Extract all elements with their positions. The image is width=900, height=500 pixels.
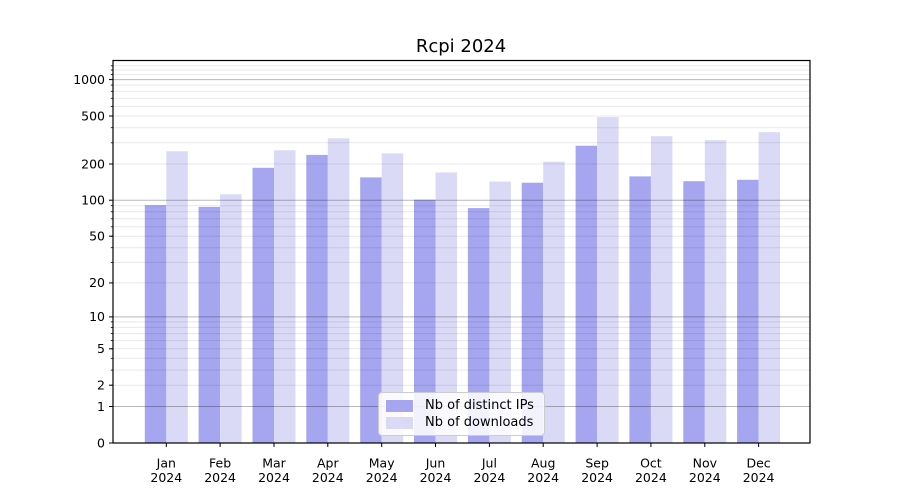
x-tick-label-month: Jun [425, 456, 446, 471]
y-tick-label: 20 [89, 275, 105, 290]
bar-distinct-ips-apr [306, 154, 328, 443]
bar-downloads-nov [704, 140, 727, 443]
x-tick-label-year: 2024 [366, 470, 398, 485]
bar-distinct-ips-mar [252, 167, 274, 444]
legend-item-distinct-ips: Nb of distinct IPs [386, 399, 536, 412]
x-tick-label-year: 2024 [258, 470, 290, 485]
x-tick-label-year: 2024 [689, 470, 721, 485]
x-tick-label-year: 2024 [204, 470, 236, 485]
x-tick-label-month: Jan [156, 456, 176, 471]
bar-downloads-dec [758, 132, 781, 443]
legend: Nb of distinct IPs Nb of downloads [378, 392, 545, 436]
y-tick-label: 1000 [73, 72, 105, 87]
x-tick-label-month: Oct [640, 456, 662, 471]
gridlines-group [113, 65, 810, 407]
x-tick-label-year: 2024 [150, 470, 182, 485]
legend-label: Nb of downloads [425, 415, 534, 430]
bar-downloads-sep [597, 117, 619, 443]
y-axis-ticks: 0 1 2 5 10 20 50 100 200 500 1000 [73, 65, 113, 450]
bar-downloads-apr [327, 138, 350, 444]
y-tick-label: 0 [97, 435, 105, 450]
x-tick-label-year: 2024 [473, 470, 505, 485]
y-tick-label: 50 [89, 229, 105, 244]
chart-title: Rcpi 2024 [416, 36, 506, 57]
x-tick-label-year: 2024 [420, 470, 452, 485]
x-tick-label-year: 2024 [635, 470, 667, 485]
bar-distinct-ips-nov [683, 181, 705, 443]
bar-downloads-aug [543, 161, 565, 443]
x-tick-label-month: Nov [693, 456, 718, 471]
bar-distinct-ips-may [360, 177, 382, 443]
bar-downloads-mar [274, 150, 296, 444]
x-tick-label-month: Mar [262, 456, 286, 471]
bar-distinct-ips-jul [467, 208, 490, 443]
y-tick-label: 10 [89, 309, 105, 324]
y-tick-label: 1 [97, 399, 105, 414]
y-tick-label: 5 [97, 341, 105, 356]
legend-label: Nb of distinct IPs [425, 398, 534, 413]
legend-swatch-downloads [386, 416, 413, 429]
y-tick-label: 200 [81, 156, 105, 171]
bar-downloads-jun [435, 172, 457, 443]
x-tick-label-month: Feb [209, 456, 231, 471]
x-tick-label-year: 2024 [743, 470, 775, 485]
y-tick-label: 2 [97, 378, 105, 393]
x-tick-label-year: 2024 [312, 470, 344, 485]
bar-downloads-jul [489, 181, 511, 443]
bar-distinct-ips-dec [737, 179, 759, 444]
y-tick-label: 100 [81, 193, 105, 208]
x-axis-ticks: Jan2024Feb2024Mar2024Apr2024May2024Jun20… [150, 443, 775, 485]
x-tick-label-month: Sep [585, 456, 609, 471]
legend-swatch-distinct-ips [386, 399, 413, 412]
x-tick-label-month: Jul [481, 456, 497, 471]
bar-downloads-jan [166, 151, 188, 444]
x-tick-label-month: Apr [317, 456, 339, 471]
bar-downloads-oct [650, 136, 673, 443]
bar-distinct-ips-jan [144, 205, 167, 443]
bars-group [144, 117, 781, 444]
bar-distinct-ips-sep [575, 145, 598, 443]
x-tick-label-month: May [369, 456, 395, 471]
bar-distinct-ips-aug [521, 182, 544, 443]
bar-downloads-feb [220, 194, 242, 443]
legend-item-downloads: Nb of downloads [386, 416, 536, 429]
plot-frame [112, 59, 811, 444]
bar-distinct-ips-jun [414, 199, 436, 443]
x-tick-label-month: Aug [531, 456, 555, 471]
x-tick-label-month: Dec [746, 456, 770, 471]
bar-distinct-ips-feb [198, 206, 221, 443]
x-tick-label-year: 2024 [527, 470, 559, 485]
bar-downloads-may [381, 153, 404, 443]
x-tick-label-year: 2024 [581, 470, 613, 485]
bar-distinct-ips-oct [629, 176, 651, 443]
y-tick-label: 500 [81, 108, 105, 123]
